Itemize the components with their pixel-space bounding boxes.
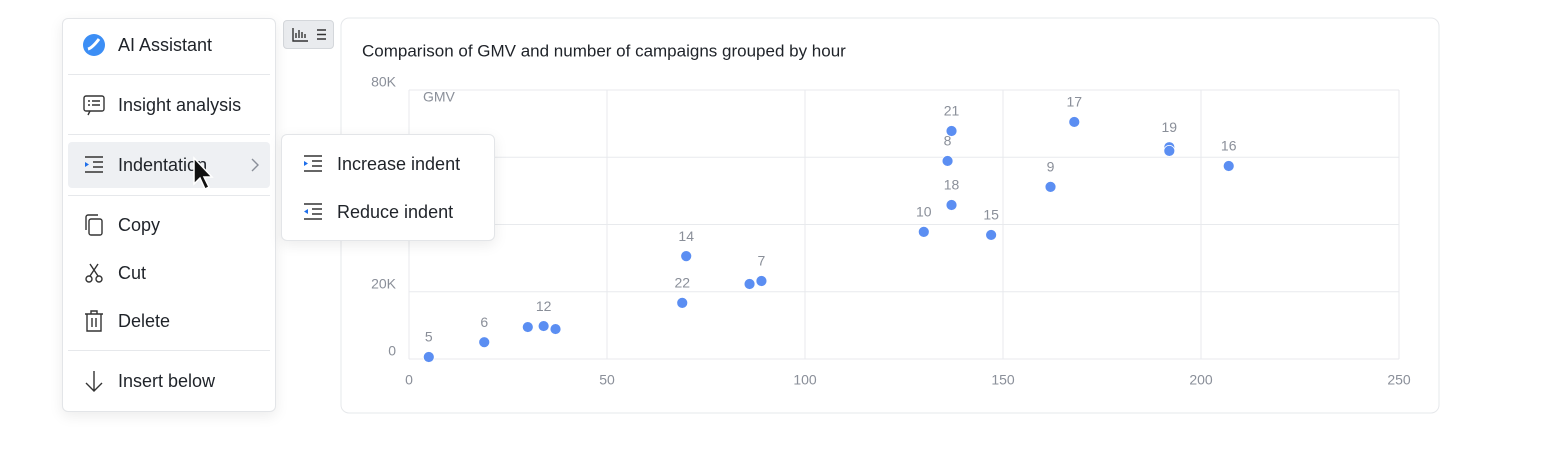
point-label: 14: [678, 228, 694, 244]
x-tick-label: 50: [599, 372, 615, 388]
y-axis-label: GMV: [423, 89, 456, 105]
icon: [85, 371, 103, 392]
chart-type-button[interactable]: [283, 20, 334, 49]
submenu: Increase indent Reduce indent: [281, 134, 495, 241]
icon: [85, 263, 103, 283]
point: [917, 225, 930, 238]
menu-item[interactable]: Reduce indent: [287, 189, 489, 235]
label: Cut: [118, 262, 147, 283]
chart-icon: [292, 28, 326, 42]
label: Reduce indent: [337, 201, 454, 222]
menu-item[interactable]: AI Assistant: [68, 22, 270, 68]
x-tick-label: 100: [793, 372, 817, 388]
point-label: 10: [916, 204, 932, 220]
point: [676, 296, 689, 309]
point: [1068, 116, 1081, 128]
x-tick-label: 200: [1189, 372, 1213, 388]
point-label: 6: [480, 314, 488, 330]
label: Insight analysis: [118, 94, 242, 115]
point: [743, 278, 756, 290]
chevron: [251, 158, 259, 172]
cursor: [193, 156, 214, 191]
menu-item[interactable]: Delete: [68, 298, 270, 344]
point-label: 7: [758, 253, 766, 269]
point-label: 17: [1066, 94, 1082, 110]
menu-item[interactable]: Increase indent: [287, 141, 489, 187]
icon: [85, 310, 103, 332]
point: [422, 351, 435, 363]
icon: [304, 203, 322, 220]
menu-item[interactable]: Insert below: [68, 358, 270, 404]
y-tick-label: 20K: [371, 275, 397, 291]
icon: [83, 34, 105, 56]
point-label: 15: [983, 207, 999, 223]
icon: [83, 95, 105, 116]
x-tick-label: 250: [1387, 372, 1411, 388]
point: [941, 155, 954, 167]
context-menu: AI Assistant Insight analysis Indentatio…: [62, 18, 276, 412]
point: [680, 250, 693, 263]
point-label: 5: [425, 329, 433, 345]
menu-item[interactable]: Cut: [68, 250, 270, 296]
x-tick-label: 150: [991, 372, 1015, 388]
separator: [68, 350, 270, 351]
label: Indentation: [118, 154, 208, 175]
point-label: 8: [944, 133, 952, 149]
menu-item[interactable]: Insight analysis: [68, 82, 270, 128]
point: [1163, 144, 1176, 157]
point: [945, 125, 958, 137]
y-tick-label: 0: [388, 343, 396, 359]
point-label: 16: [1221, 138, 1237, 154]
point: [521, 321, 534, 333]
point-label: 12: [536, 298, 552, 314]
point: [755, 275, 768, 287]
point-label: 18: [944, 177, 960, 193]
point-label: 9: [1047, 159, 1055, 175]
point: [945, 199, 958, 211]
point: [1044, 180, 1057, 193]
chart-card: [340, 17, 1440, 414]
label: Copy: [118, 214, 161, 235]
point: [537, 320, 550, 332]
label: Delete: [118, 310, 171, 331]
separator: [68, 195, 270, 196]
separator: [68, 74, 270, 75]
menu-item[interactable]: Copy: [68, 202, 270, 248]
point: [1222, 160, 1235, 172]
label: Increase indent: [337, 153, 461, 174]
icon: [85, 156, 103, 173]
icon: [85, 214, 103, 236]
point: [478, 336, 491, 349]
y-tick-label: 80K: [371, 74, 397, 90]
chart-title: Comparison of GMV and number of campaign…: [362, 41, 846, 60]
label: Insert below: [118, 370, 216, 391]
point-label: 21: [944, 103, 960, 119]
icon: [304, 155, 322, 172]
point-label: 22: [674, 275, 690, 291]
separator: [68, 134, 270, 135]
point-label: 19: [1162, 119, 1178, 135]
point: [985, 229, 998, 241]
x-tick-label: 0: [405, 372, 413, 388]
menu-item[interactable]: Indentation: [68, 142, 270, 188]
label: AI Assistant: [118, 34, 213, 55]
point: [549, 323, 562, 335]
